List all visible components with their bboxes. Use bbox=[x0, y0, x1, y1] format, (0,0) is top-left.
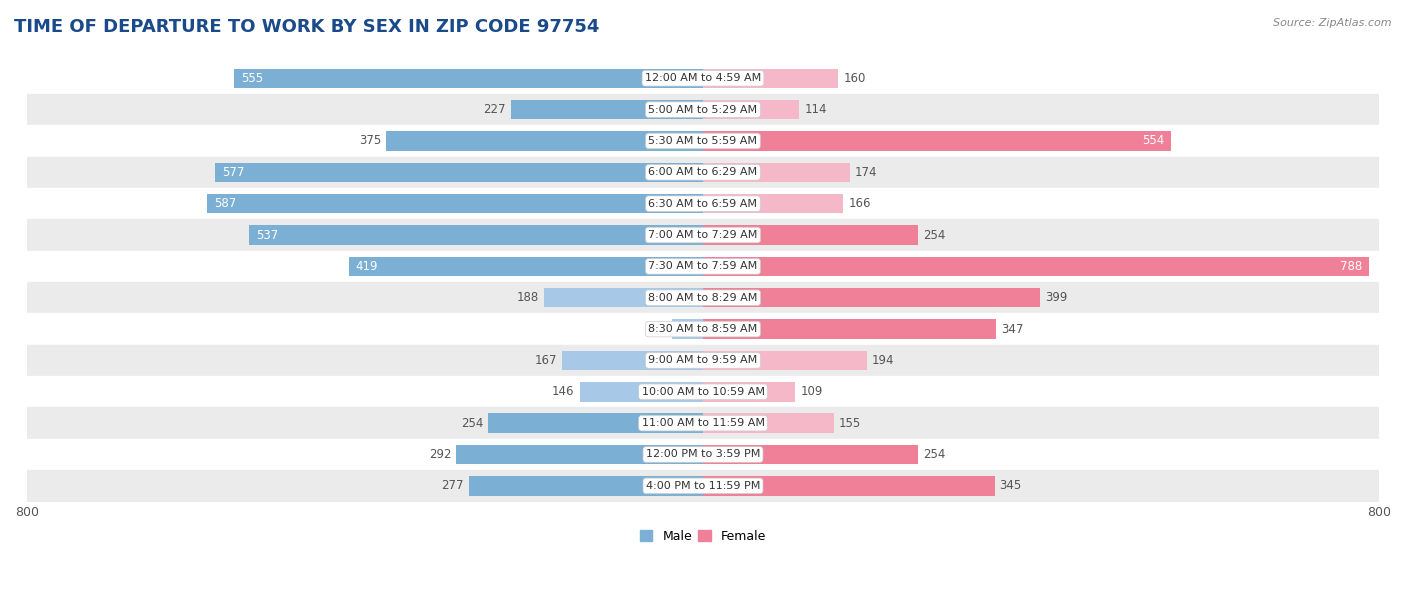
Text: 788: 788 bbox=[1340, 260, 1362, 273]
Text: 254: 254 bbox=[922, 448, 945, 461]
Bar bbox=[562, 350, 703, 370]
Bar bbox=[703, 100, 800, 120]
Bar bbox=[457, 445, 703, 464]
Bar bbox=[207, 194, 703, 214]
Bar bbox=[703, 194, 844, 214]
Text: 146: 146 bbox=[553, 386, 575, 398]
Text: 7:00 AM to 7:29 AM: 7:00 AM to 7:29 AM bbox=[648, 230, 758, 240]
Bar bbox=[703, 226, 918, 245]
Bar bbox=[703, 162, 851, 182]
Text: 375: 375 bbox=[359, 134, 381, 148]
Bar bbox=[703, 445, 918, 464]
Bar bbox=[27, 94, 1379, 126]
Text: 10:00 AM to 10:59 AM: 10:00 AM to 10:59 AM bbox=[641, 387, 765, 397]
Text: 155: 155 bbox=[839, 416, 862, 430]
Bar bbox=[215, 162, 703, 182]
Text: 166: 166 bbox=[848, 197, 870, 210]
Text: 254: 254 bbox=[922, 228, 945, 242]
Text: 114: 114 bbox=[804, 103, 827, 116]
Bar bbox=[488, 414, 703, 433]
Bar bbox=[249, 226, 703, 245]
Bar bbox=[387, 131, 703, 151]
Text: 11:00 AM to 11:59 AM: 11:00 AM to 11:59 AM bbox=[641, 418, 765, 428]
Text: 8:30 AM to 8:59 AM: 8:30 AM to 8:59 AM bbox=[648, 324, 758, 334]
Text: 12:00 PM to 3:59 PM: 12:00 PM to 3:59 PM bbox=[645, 449, 761, 459]
Text: 254: 254 bbox=[461, 416, 484, 430]
Bar bbox=[27, 156, 1379, 188]
Text: 419: 419 bbox=[356, 260, 378, 273]
Text: TIME OF DEPARTURE TO WORK BY SEX IN ZIP CODE 97754: TIME OF DEPARTURE TO WORK BY SEX IN ZIP … bbox=[14, 18, 599, 36]
Text: 537: 537 bbox=[256, 228, 278, 242]
Text: 6:00 AM to 6:29 AM: 6:00 AM to 6:29 AM bbox=[648, 167, 758, 177]
Text: 174: 174 bbox=[855, 166, 877, 179]
Text: 345: 345 bbox=[1000, 480, 1022, 492]
Bar bbox=[703, 68, 838, 88]
Text: 109: 109 bbox=[800, 386, 823, 398]
Bar bbox=[27, 188, 1379, 220]
Text: Source: ZipAtlas.com: Source: ZipAtlas.com bbox=[1274, 18, 1392, 28]
Bar bbox=[27, 126, 1379, 156]
Legend: Male, Female: Male, Female bbox=[636, 525, 770, 548]
Text: 277: 277 bbox=[441, 480, 464, 492]
Text: 9:00 AM to 9:59 AM: 9:00 AM to 9:59 AM bbox=[648, 355, 758, 365]
Text: 188: 188 bbox=[517, 291, 538, 304]
Bar bbox=[703, 350, 868, 370]
Bar bbox=[27, 408, 1379, 439]
Text: 292: 292 bbox=[429, 448, 451, 461]
Bar bbox=[703, 256, 1369, 276]
Text: 8:00 AM to 8:29 AM: 8:00 AM to 8:29 AM bbox=[648, 293, 758, 303]
Text: 577: 577 bbox=[222, 166, 245, 179]
Text: 554: 554 bbox=[1142, 134, 1164, 148]
Text: 227: 227 bbox=[484, 103, 506, 116]
Bar bbox=[27, 62, 1379, 94]
Bar bbox=[27, 376, 1379, 408]
Bar bbox=[703, 288, 1040, 308]
Bar bbox=[27, 345, 1379, 376]
Text: 167: 167 bbox=[534, 354, 557, 367]
Bar bbox=[703, 320, 997, 339]
Text: 5:00 AM to 5:29 AM: 5:00 AM to 5:29 AM bbox=[648, 105, 758, 115]
Bar bbox=[27, 220, 1379, 250]
Bar bbox=[512, 100, 703, 120]
Text: 4:00 PM to 11:59 PM: 4:00 PM to 11:59 PM bbox=[645, 481, 761, 491]
Bar bbox=[703, 382, 796, 402]
Text: 160: 160 bbox=[844, 72, 866, 84]
Bar bbox=[27, 314, 1379, 345]
Text: 12:00 AM to 4:59 AM: 12:00 AM to 4:59 AM bbox=[645, 73, 761, 83]
Bar bbox=[703, 414, 834, 433]
Text: 6:30 AM to 6:59 AM: 6:30 AM to 6:59 AM bbox=[648, 199, 758, 209]
Bar bbox=[349, 256, 703, 276]
Text: 7:30 AM to 7:59 AM: 7:30 AM to 7:59 AM bbox=[648, 261, 758, 271]
Bar bbox=[703, 476, 994, 496]
Text: 555: 555 bbox=[240, 72, 263, 84]
Bar bbox=[233, 68, 703, 88]
Text: 37: 37 bbox=[652, 322, 666, 336]
Text: 347: 347 bbox=[1001, 322, 1024, 336]
Bar bbox=[27, 250, 1379, 282]
Bar bbox=[470, 476, 703, 496]
Bar bbox=[544, 288, 703, 308]
Bar bbox=[27, 439, 1379, 470]
Text: 5:30 AM to 5:59 AM: 5:30 AM to 5:59 AM bbox=[648, 136, 758, 146]
Bar bbox=[579, 382, 703, 402]
Bar bbox=[703, 131, 1171, 151]
Text: 194: 194 bbox=[872, 354, 894, 367]
Bar bbox=[672, 320, 703, 339]
Bar bbox=[27, 282, 1379, 314]
Text: 399: 399 bbox=[1045, 291, 1067, 304]
Text: 587: 587 bbox=[214, 197, 236, 210]
Bar bbox=[27, 470, 1379, 502]
